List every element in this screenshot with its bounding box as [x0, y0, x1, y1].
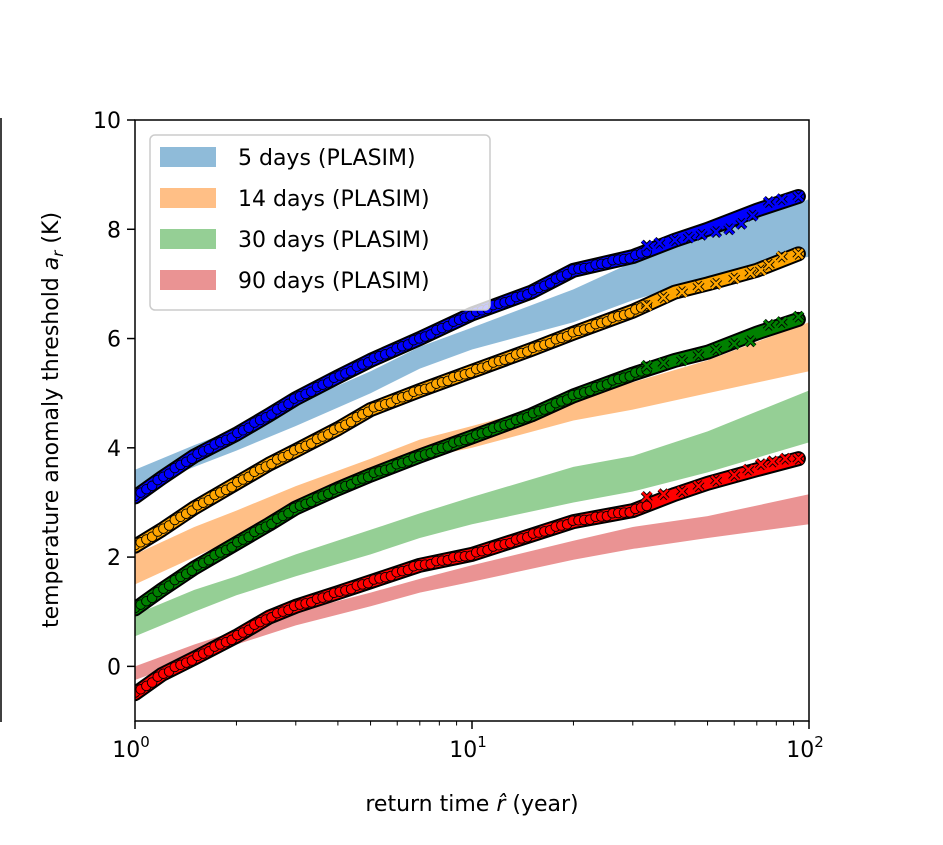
cross-marker — [767, 456, 778, 467]
cross-marker — [710, 278, 722, 290]
cross-marker — [641, 240, 653, 252]
legend-label: 5 days (PLASIM) — [238, 146, 416, 171]
legend-label: 90 days (PLASIM) — [238, 269, 430, 294]
x-tick-label: 102 — [786, 733, 824, 763]
markers-layer — [640, 190, 805, 503]
cross-marker — [658, 488, 669, 500]
cross-markers-14-days — [640, 247, 805, 312]
y-tick-label: 10 — [93, 109, 121, 134]
cross-marker — [693, 480, 704, 492]
cross-markers-30-days — [640, 310, 805, 372]
y-axis-label: temperature anomaly threshold ar (K) — [39, 212, 67, 628]
series-point — [641, 500, 652, 512]
cross-marker — [676, 486, 688, 497]
cross-marker — [641, 491, 653, 503]
cross-markers-90-days — [640, 452, 805, 503]
band-90-days-plasim — [135, 494, 809, 680]
cross-marker — [693, 281, 704, 292]
cross-marker — [658, 357, 669, 369]
cross-marker — [793, 191, 804, 202]
legend-label: 14 days (PLASIM) — [238, 187, 430, 212]
cross-marker — [676, 355, 688, 366]
cross-marker — [693, 349, 704, 361]
legend-swatch-5-days-plasim — [160, 147, 216, 167]
y-axis: 0 2 4 6 8 10 — [93, 109, 135, 680]
cross-marker — [728, 469, 740, 481]
cross-marker — [710, 226, 722, 238]
cross-marker — [747, 210, 758, 221]
y-tick-label: 6 — [107, 328, 121, 353]
cross-marker — [696, 229, 707, 241]
cross-marker — [658, 292, 669, 303]
cross-markers-5-days — [640, 190, 805, 252]
x-tick-label: 101 — [449, 733, 487, 763]
bands-layer — [135, 199, 809, 680]
cross-marker — [742, 464, 754, 476]
cross-marker — [793, 453, 804, 465]
cross-marker — [776, 251, 788, 262]
cross-marker — [669, 234, 681, 246]
x-axis-label: return time r̂ (year) — [365, 792, 578, 817]
cross-marker — [763, 196, 775, 208]
band-5-days-plasim — [135, 199, 809, 492]
cross-marker — [745, 335, 756, 347]
cross-marker — [763, 319, 775, 331]
legend-swatch-14-days-plasim — [160, 188, 216, 208]
cross-marker — [723, 223, 735, 235]
x-axis: 100 101 102 — [112, 721, 824, 763]
cross-marker — [641, 360, 653, 372]
cross-marker — [676, 286, 688, 298]
cross-marker — [654, 237, 665, 249]
cross-marker — [793, 311, 804, 323]
cross-marker — [776, 316, 788, 328]
legend: 5 days (PLASIM) 14 days (PLASIM) 30 days (… — [149, 134, 491, 311]
cross-marker — [779, 453, 791, 465]
cross-marker — [710, 344, 722, 355]
legend-swatch-30-days-plasim — [160, 229, 216, 249]
cross-marker — [736, 218, 747, 230]
band-14-days-plasim — [135, 322, 809, 585]
cross-marker — [710, 475, 722, 486]
band-30-days-plasim — [135, 390, 809, 637]
cross-marker — [755, 458, 767, 470]
cross-marker — [728, 273, 740, 284]
y-tick-label: 2 — [107, 546, 121, 571]
legend-swatch-90-days-plasim — [160, 270, 216, 290]
cross-marker — [641, 300, 653, 312]
y-tick-label: 4 — [107, 437, 121, 462]
cross-marker — [683, 232, 695, 243]
cross-marker — [793, 248, 804, 260]
cross-marker — [728, 338, 740, 350]
cross-marker — [745, 267, 756, 279]
cross-marker — [776, 193, 788, 205]
legend-label: 30 days (PLASIM) — [238, 228, 430, 253]
cross-marker — [763, 259, 775, 271]
y-tick-label: 0 — [107, 655, 121, 680]
series-5-days — [135, 189, 806, 505]
legend-box — [149, 134, 491, 311]
y-tick-label: 8 — [107, 218, 121, 243]
x-tick-label: 100 — [112, 733, 150, 763]
